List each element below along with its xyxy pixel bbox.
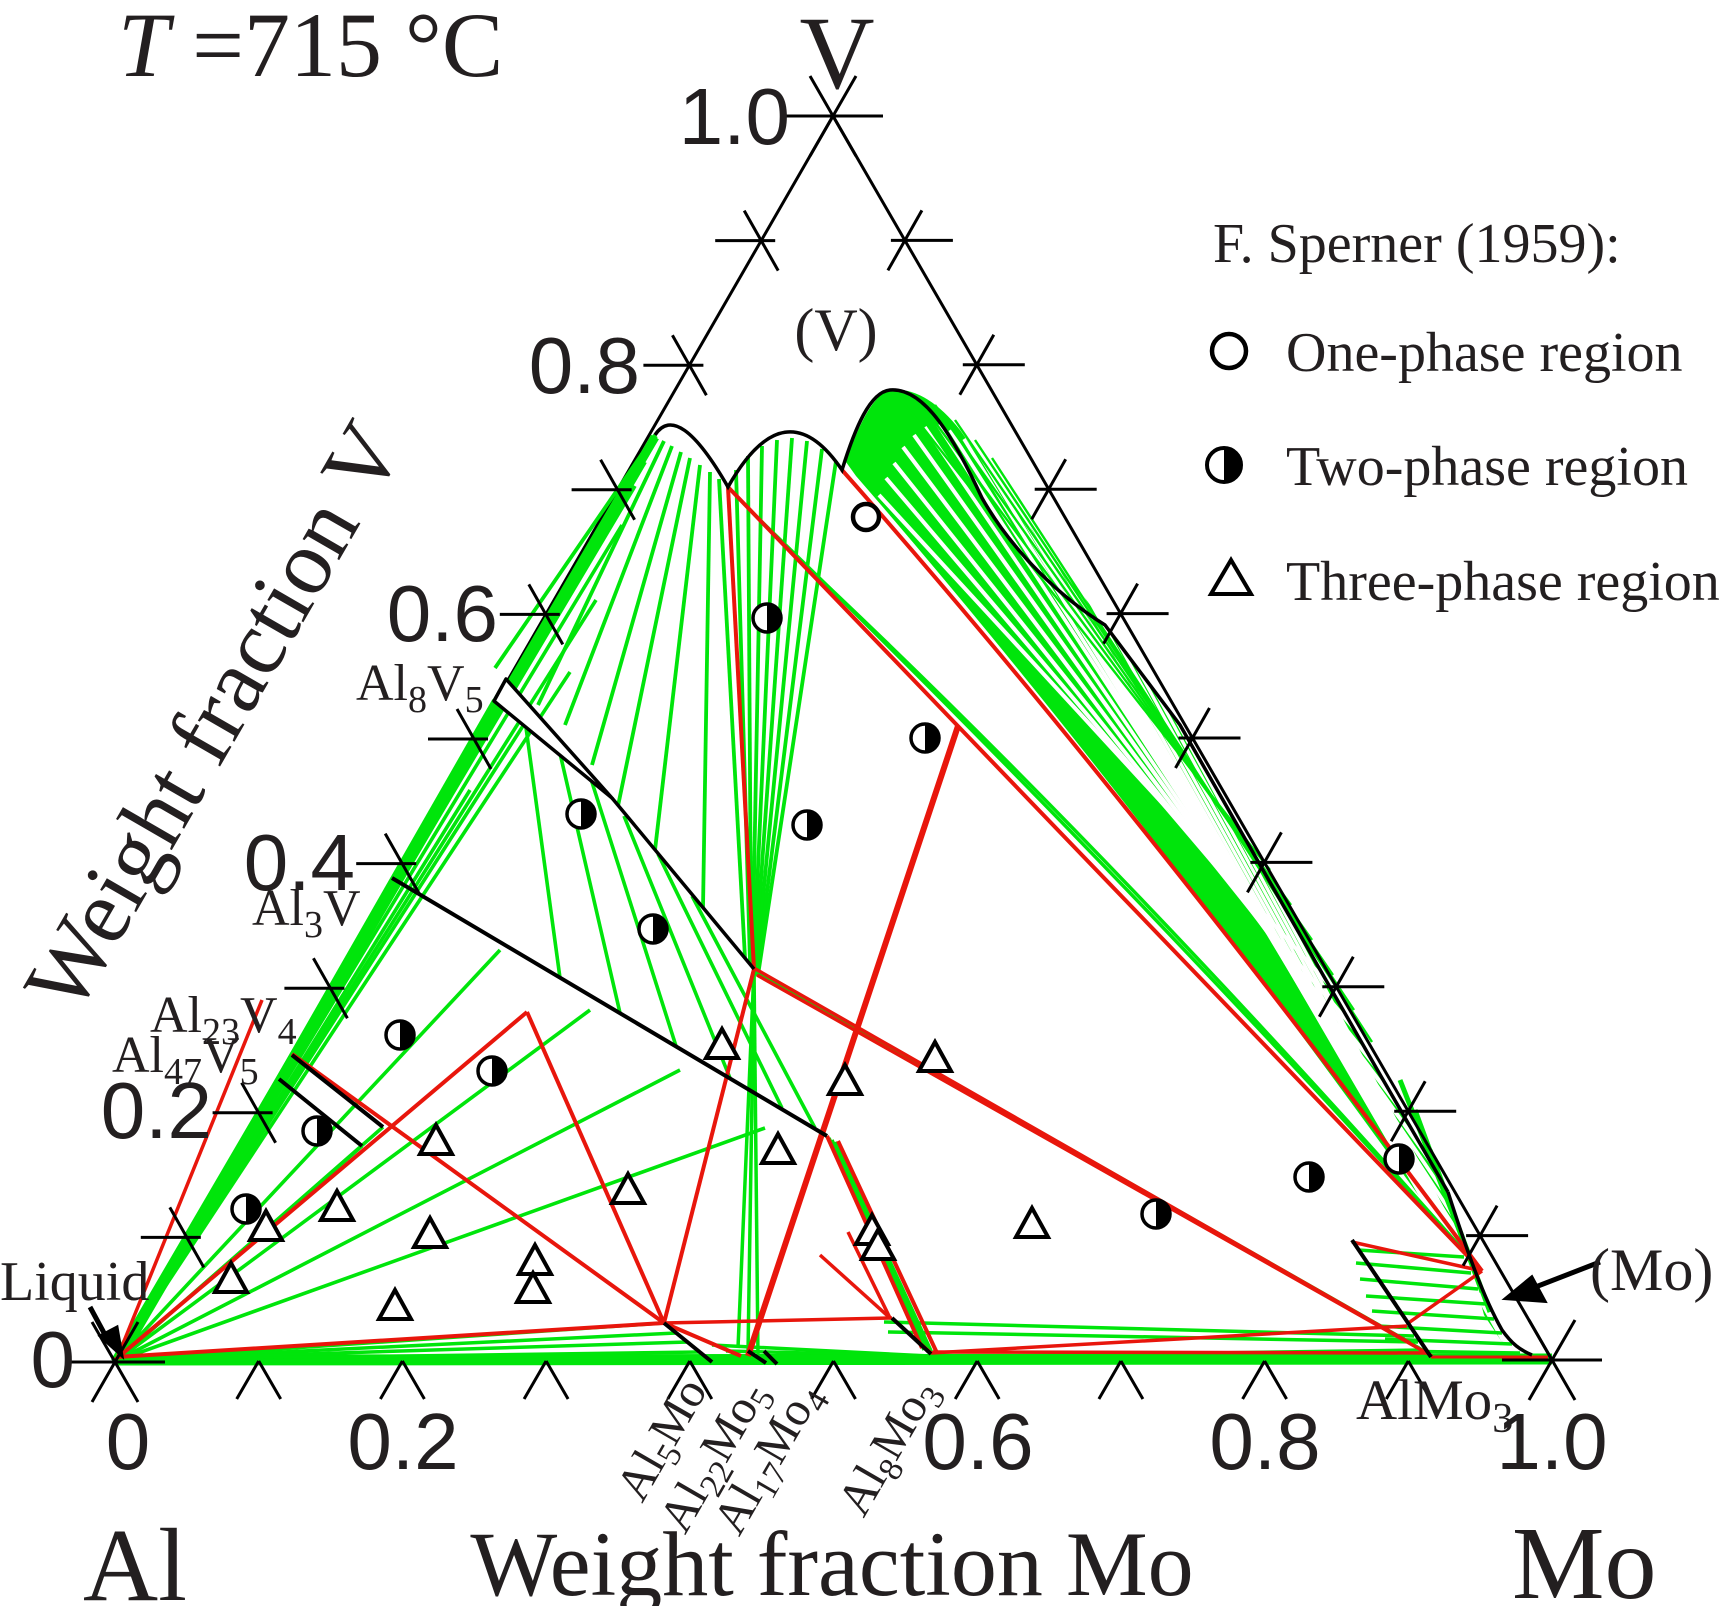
svg-text:T =715 °C: T =715 °C <box>118 0 503 96</box>
svg-text:Weight fraction Mo: Weight fraction Mo <box>470 1513 1193 1606</box>
svg-text:Liquid: Liquid <box>0 1251 149 1313</box>
svg-text:0.6: 0.6 <box>922 1397 1033 1486</box>
svg-text:AlMo3: AlMo3 <box>1356 1369 1513 1442</box>
svg-text:0.4: 0.4 <box>244 818 355 907</box>
svg-text:0.2: 0.2 <box>101 1066 212 1155</box>
svg-text:Mo: Mo <box>1512 1506 1656 1606</box>
svg-text:1.0: 1.0 <box>679 72 790 161</box>
svg-text:1.0: 1.0 <box>1496 1397 1607 1486</box>
svg-text:0: 0 <box>31 1315 76 1404</box>
svg-text:Three-phase region: Three-phase region <box>1286 551 1720 613</box>
svg-text:(Mo): (Mo) <box>1590 1237 1713 1303</box>
svg-text:0.6: 0.6 <box>387 569 498 658</box>
svg-text:V: V <box>799 0 874 111</box>
svg-text:0: 0 <box>106 1397 151 1486</box>
svg-text:F. Sperner (1959):: F. Sperner (1959): <box>1213 213 1621 275</box>
svg-text:0.8: 0.8 <box>529 321 640 410</box>
svg-text:(V): (V) <box>794 297 877 363</box>
svg-text:0.2: 0.2 <box>347 1397 458 1486</box>
svg-text:0.8: 0.8 <box>1209 1397 1320 1486</box>
svg-text:Al: Al <box>83 1508 187 1606</box>
svg-text:Two-phase region: Two-phase region <box>1286 436 1688 498</box>
svg-text:One-phase region: One-phase region <box>1286 322 1683 384</box>
